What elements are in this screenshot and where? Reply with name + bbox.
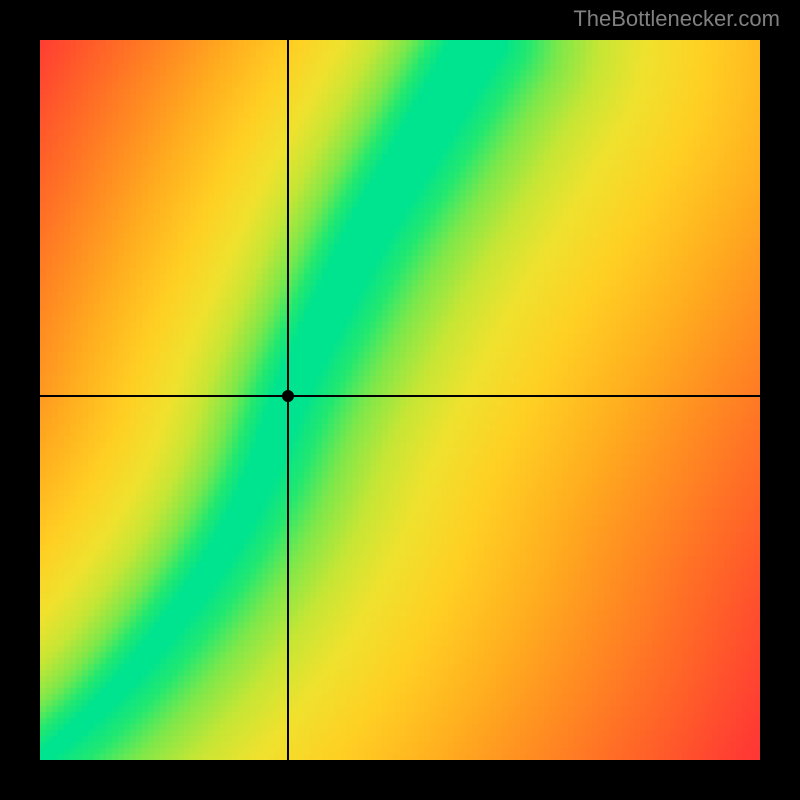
crosshair-horizontal — [40, 395, 760, 397]
heatmap-canvas — [40, 40, 760, 760]
watermark-text: TheBottlenecker.com — [573, 6, 780, 31]
data-point-marker — [282, 390, 294, 402]
watermark: TheBottlenecker.com — [573, 6, 780, 32]
chart-container: TheBottlenecker.com — [0, 0, 800, 800]
bottleneck-heatmap — [40, 40, 760, 760]
